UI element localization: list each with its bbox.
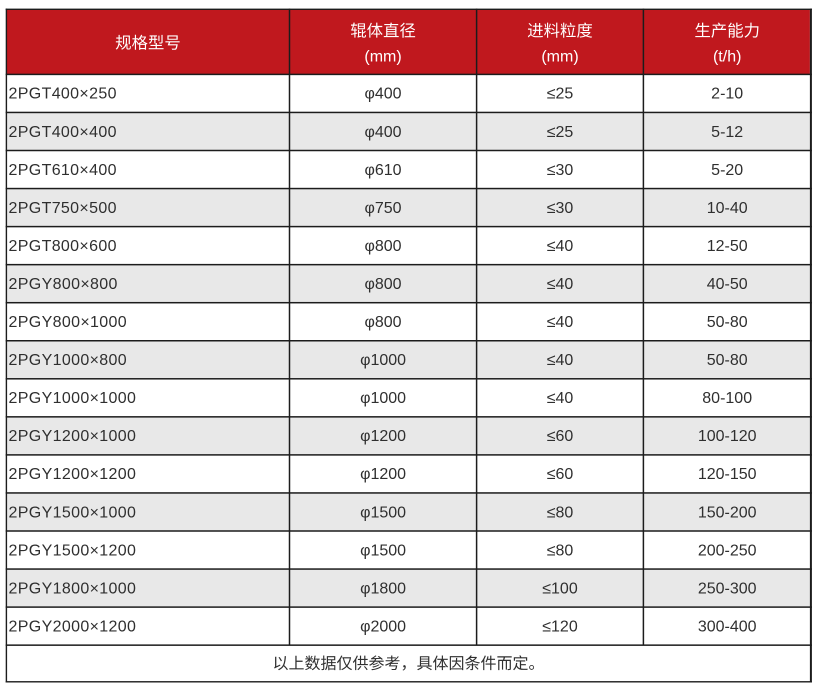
svg-text:≤80: ≤80 [547, 542, 574, 559]
svg-text:2PGY1500×1000: 2PGY1500×1000 [9, 504, 137, 521]
svg-text:250-300: 250-300 [698, 580, 757, 597]
svg-text:2PGY1200×1000: 2PGY1200×1000 [9, 428, 137, 445]
svg-text:φ750: φ750 [365, 200, 402, 217]
svg-text:2PGY2000×1200: 2PGY2000×1200 [9, 618, 137, 635]
svg-text:≤40: ≤40 [547, 276, 574, 293]
svg-text:120-150: 120-150 [698, 466, 757, 483]
svg-text:≤40: ≤40 [547, 238, 574, 255]
svg-text:12-50: 12-50 [707, 238, 748, 255]
svg-text:≤120: ≤120 [542, 618, 578, 635]
svg-text:φ610: φ610 [365, 162, 402, 179]
svg-text:2PGY1000×800: 2PGY1000×800 [9, 352, 128, 369]
svg-text:100-120: 100-120 [698, 428, 757, 445]
svg-text:φ1000: φ1000 [360, 390, 406, 407]
svg-text:φ1800: φ1800 [360, 580, 406, 597]
svg-text:≤60: ≤60 [547, 428, 574, 445]
svg-text:2PGT610×400: 2PGT610×400 [9, 162, 117, 179]
svg-text:φ2000: φ2000 [360, 618, 406, 635]
svg-text:≤30: ≤30 [547, 162, 574, 179]
svg-text:2PGT800×600: 2PGT800×600 [9, 238, 117, 255]
svg-text:φ1200: φ1200 [360, 466, 406, 483]
svg-text:φ1000: φ1000 [360, 352, 406, 369]
svg-text:(t/h): (t/h) [713, 49, 741, 66]
svg-text:300-400: 300-400 [698, 618, 757, 635]
svg-text:φ400: φ400 [365, 86, 402, 103]
svg-text:5-20: 5-20 [711, 162, 743, 179]
svg-text:(mm): (mm) [541, 49, 578, 66]
svg-text:φ1500: φ1500 [360, 504, 406, 521]
svg-text:φ800: φ800 [365, 238, 402, 255]
svg-text:≤40: ≤40 [547, 314, 574, 331]
svg-text:φ400: φ400 [365, 124, 402, 141]
svg-text:5-12: 5-12 [711, 124, 743, 141]
svg-text:≤40: ≤40 [547, 352, 574, 369]
svg-text:40-50: 40-50 [707, 276, 748, 293]
svg-text:≤30: ≤30 [547, 200, 574, 217]
svg-text:2PGY1000×1000: 2PGY1000×1000 [9, 390, 137, 407]
svg-text:φ800: φ800 [365, 314, 402, 331]
svg-text:10-40: 10-40 [707, 200, 748, 217]
svg-text:φ1200: φ1200 [360, 428, 406, 445]
svg-text:2PGY1200×1200: 2PGY1200×1200 [9, 466, 137, 483]
svg-text:2PGY1500×1200: 2PGY1500×1200 [9, 542, 137, 559]
svg-text:2PGT400×400: 2PGT400×400 [9, 124, 117, 141]
svg-text:50-80: 50-80 [707, 352, 748, 369]
svg-text:2PGY800×1000: 2PGY800×1000 [9, 314, 128, 331]
svg-text:≤100: ≤100 [542, 580, 578, 597]
svg-text:80-100: 80-100 [702, 390, 752, 407]
svg-text:2PGY1800×1000: 2PGY1800×1000 [9, 580, 137, 597]
svg-text:≤40: ≤40 [547, 390, 574, 407]
svg-text:150-200: 150-200 [698, 504, 757, 521]
svg-text:200-250: 200-250 [698, 542, 757, 559]
svg-text:2PGT750×500: 2PGT750×500 [9, 200, 117, 217]
svg-text:2PGT400×250: 2PGT400×250 [9, 86, 117, 103]
svg-text:(mm): (mm) [364, 49, 401, 66]
svg-text:φ1500: φ1500 [360, 542, 406, 559]
svg-text:≤25: ≤25 [547, 124, 574, 141]
svg-text:φ800: φ800 [365, 276, 402, 293]
svg-text:50-80: 50-80 [707, 314, 748, 331]
svg-text:≤25: ≤25 [547, 86, 574, 103]
svg-text:≤60: ≤60 [547, 466, 574, 483]
svg-text:2-10: 2-10 [711, 86, 743, 103]
svg-text:2PGY800×800: 2PGY800×800 [9, 276, 118, 293]
svg-text:≤80: ≤80 [547, 504, 574, 521]
